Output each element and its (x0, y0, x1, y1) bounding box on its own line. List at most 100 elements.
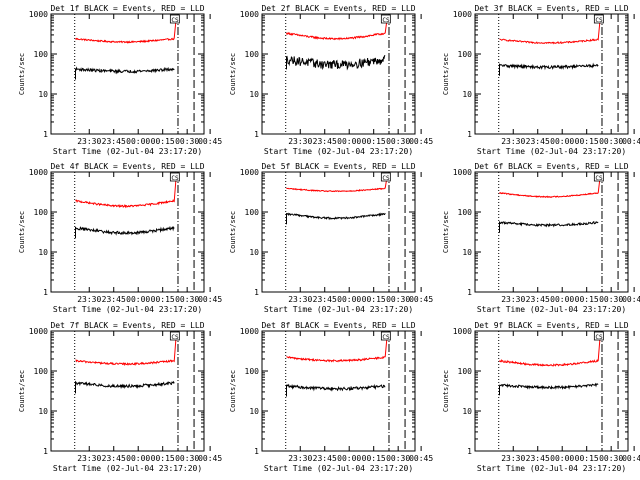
x-tick-label: 00:00 (126, 454, 150, 463)
y-tick-label: 100 (245, 367, 260, 376)
x-tick-label: 23:45 (526, 295, 550, 304)
plot-title: Det 2f BLACK = Events, RED = LLD (261, 4, 415, 13)
y-tick-label: 1000 (240, 10, 259, 19)
lld-series-line (286, 17, 388, 41)
x-tick-label: 23:45 (102, 454, 126, 463)
cs-label-box (169, 331, 180, 341)
y-axis-label: Counts/sec (18, 53, 26, 95)
cs-label-box (593, 172, 604, 182)
y-tick-label: 1000 (240, 327, 259, 336)
x-tick-label: 00:30 (386, 137, 410, 146)
x-axis-label: Start Time (02-Jul-04 23:17:20) (264, 464, 413, 473)
x-tick-label: 23:45 (313, 454, 337, 463)
plot-panel: Det 2f BLACK = Events, RED = LLD 1 10 100 10… (229, 4, 433, 156)
y-tick-label: 10 (462, 90, 472, 99)
events-series-line (75, 226, 175, 239)
events-series-line (286, 54, 386, 71)
plot-panel: Det 5f BLACK = Events, RED = LLD 1 10 100 10… (229, 162, 433, 314)
lld-series-line (75, 175, 177, 209)
y-tick-label: 1 (254, 447, 259, 456)
events-series-line (75, 380, 175, 394)
x-tick-label: 00:45 (198, 137, 222, 146)
x-tick-label: 00:00 (550, 137, 574, 146)
y-tick-label: 10 (249, 407, 259, 416)
events-series-line (286, 383, 386, 397)
y-tick-label: 100 (245, 208, 260, 217)
y-tick-label: 100 (245, 50, 260, 59)
y-axis-label: Counts/sec (442, 53, 450, 95)
x-tick-label: 00:30 (386, 454, 410, 463)
y-tick-label: 10 (38, 407, 48, 416)
x-tick-label: 00:45 (409, 137, 433, 146)
y-tick-label: 10 (249, 90, 259, 99)
plot-title: Det 5f BLACK = Events, RED = LLD (261, 162, 415, 171)
y-tick-label: 100 (34, 367, 49, 376)
x-tick-label: 23:30 (288, 454, 312, 463)
y-tick-label: 100 (34, 208, 49, 217)
lld-series-line (75, 17, 177, 44)
x-tick-label: 23:30 (77, 295, 101, 304)
y-tick-label: 1 (43, 447, 48, 456)
plot-panel: Det 3f BLACK = Events, RED = LLD 1 10 100 10… (442, 4, 640, 156)
plot-panel: Det 9f BLACK = Events, RED = LLD 1 10 100 10… (442, 321, 640, 473)
plot-panel: Det 6f BLACK = Events, RED = LLD 1 10 100 10… (442, 162, 640, 314)
y-tick-label: 10 (249, 248, 259, 257)
y-tick-label: 1 (467, 447, 472, 456)
x-tick-label: 00:00 (337, 137, 361, 146)
x-tick-label: 00:15 (151, 454, 175, 463)
x-tick-label: 00:30 (599, 454, 623, 463)
x-axis-label: Start Time (02-Jul-04 23:17:20) (53, 305, 202, 314)
plot-frame (50, 13, 205, 135)
lld-series-line (499, 17, 601, 45)
plot-frame (474, 171, 629, 293)
y-tick-label: 100 (458, 367, 473, 376)
x-tick-label: 23:45 (313, 295, 337, 304)
cs-label: CS (382, 175, 390, 182)
cs-label: CS (382, 334, 390, 341)
plot-frame (50, 330, 205, 452)
x-tick-label: 00:30 (599, 137, 623, 146)
x-tick-label: 23:30 (501, 137, 525, 146)
plot-title: Det 7f BLACK = Events, RED = LLD (50, 321, 204, 330)
y-tick-label: 1 (254, 130, 259, 139)
x-tick-label: 00:30 (175, 454, 199, 463)
cs-label: CS (595, 17, 603, 24)
x-tick-label: 23:45 (102, 137, 126, 146)
cs-label-box (380, 331, 391, 341)
x-tick-label: 00:00 (126, 137, 150, 146)
x-tick-label: 00:45 (198, 454, 222, 463)
plot-frame (261, 171, 416, 293)
y-axis-label: Counts/sec (442, 211, 450, 253)
x-tick-label: 00:45 (409, 454, 433, 463)
cs-label: CS (171, 175, 179, 182)
x-tick-label: 00:15 (362, 295, 386, 304)
plot-frame (261, 13, 416, 135)
plot-panel: Det 1f BLACK = Events, RED = LLD 1 10 100 10… (18, 4, 222, 156)
x-tick-label: 00:15 (575, 137, 599, 146)
y-tick-label: 1000 (453, 168, 472, 177)
x-tick-label: 00:15 (575, 454, 599, 463)
y-tick-label: 1000 (29, 10, 48, 19)
events-series-line (499, 62, 599, 76)
events-series-line (499, 382, 599, 396)
y-tick-label: 100 (34, 50, 49, 59)
x-tick-label: 00:45 (622, 454, 640, 463)
cs-label-box (593, 14, 604, 24)
y-axis-label: Counts/sec (442, 370, 450, 412)
plot-title: Det 8f BLACK = Events, RED = LLD (261, 321, 415, 330)
x-axis-label: Start Time (02-Jul-04 23:17:20) (477, 147, 626, 156)
x-tick-label: 00:00 (550, 454, 574, 463)
cs-label-box (380, 14, 391, 24)
cs-label: CS (171, 17, 179, 24)
y-tick-label: 1 (467, 130, 472, 139)
cs-label-box (169, 14, 180, 24)
plot-frame (261, 330, 416, 452)
y-tick-label: 100 (458, 50, 473, 59)
x-axis-label: Start Time (02-Jul-04 23:17:20) (477, 305, 626, 314)
y-tick-label: 1 (43, 130, 48, 139)
lld-series-line (75, 334, 177, 367)
lld-series-line (286, 334, 388, 363)
plot-frame (474, 13, 629, 135)
x-tick-label: 00:15 (575, 295, 599, 304)
